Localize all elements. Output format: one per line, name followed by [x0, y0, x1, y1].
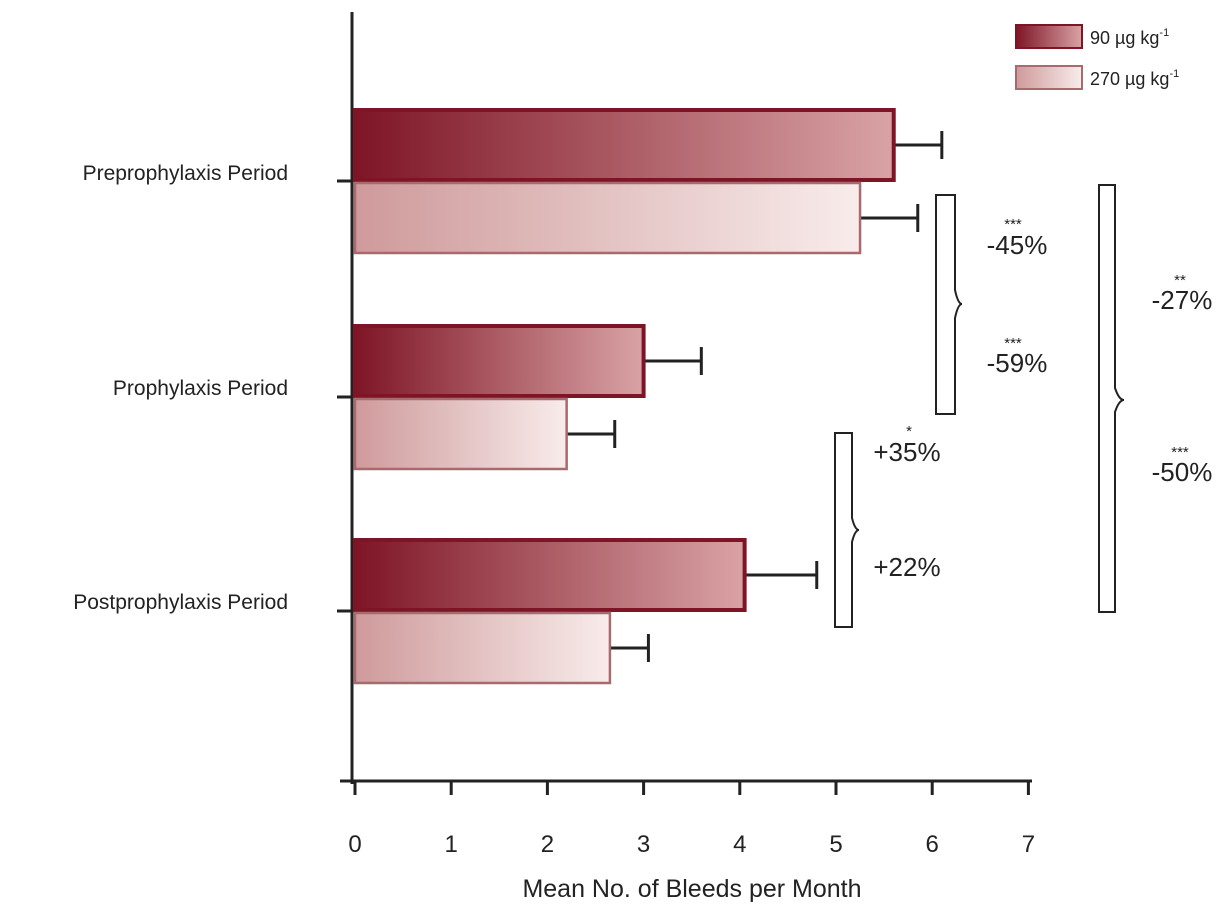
bar-s1-c0 [353, 181, 862, 255]
comparison-sig-5: ** [1174, 272, 1186, 289]
x-tick-label-3: 3 [637, 831, 650, 858]
x-tick-label-7: 7 [1022, 831, 1035, 858]
bar-s1-c2 [353, 611, 612, 685]
comparison-sig-3: * [906, 423, 912, 440]
x-tick-label-5: 5 [829, 831, 842, 858]
legend-swatch-90 [1015, 24, 1083, 49]
bar-s0-c0 [353, 108, 896, 182]
comparison-label-3: +35% [873, 437, 940, 467]
comparison-label-1: -45% [987, 230, 1048, 260]
legend: 90 µg kg-1 270 µg kg-1 [1015, 24, 1179, 90]
comparison-label-6: -50% [1152, 457, 1213, 487]
x-tick-label-2: 2 [541, 831, 554, 858]
x-tick-label-6: 6 [926, 831, 939, 858]
bar-s1-c1 [353, 397, 568, 471]
bar-s0-c2 [353, 538, 747, 612]
comparison-sig-6: *** [1171, 444, 1189, 461]
comparison-bracket-2 [834, 432, 860, 628]
comparison-sig-2: *** [1004, 335, 1022, 352]
legend-label-270: 270 µg kg-1 [1090, 68, 1179, 89]
comparison-label-5: -27% [1152, 285, 1213, 315]
comparison-sig-1: *** [1004, 216, 1022, 233]
x-axis-title: Mean No. of Bleeds per Month [522, 875, 861, 903]
comparison-bracket-3 [1098, 184, 1125, 613]
comparison-bracket-1 [935, 194, 963, 415]
category-label-preprophylaxis: Preprophylaxis Period [83, 162, 288, 185]
category-label-postprophylaxis: Postprophylaxis Period [73, 591, 288, 614]
x-tick-label-4: 4 [733, 831, 746, 858]
legend-label-90: 90 µg kg-1 [1090, 27, 1169, 48]
comparison-label-4: +22% [873, 552, 940, 582]
x-tick-label-0: 0 [348, 831, 361, 858]
bar-s0-c1 [353, 324, 646, 398]
legend-swatch-270 [1015, 65, 1083, 90]
category-label-prophylaxis: Prophylaxis Period [113, 377, 288, 400]
x-tick-label-1: 1 [445, 831, 458, 858]
comparison-label-2: -59% [987, 348, 1048, 378]
